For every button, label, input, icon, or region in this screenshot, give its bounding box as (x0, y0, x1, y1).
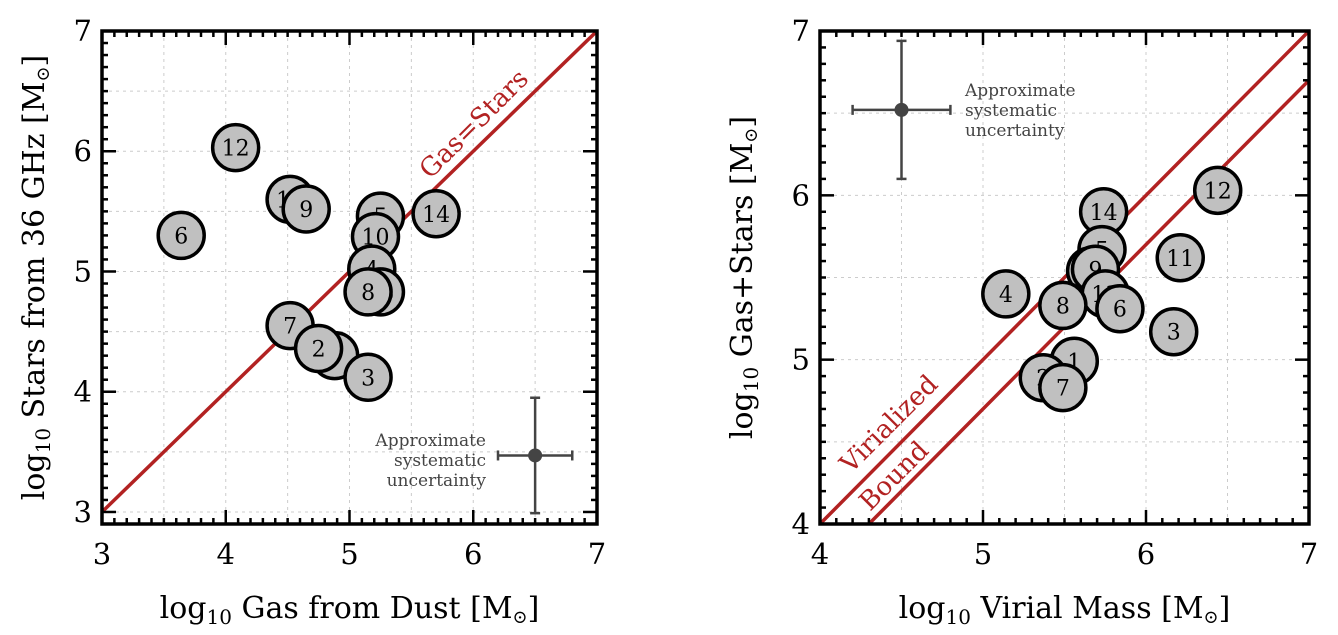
ticks (818, 29, 1311, 526)
point-label: 6 (174, 224, 188, 249)
ticks (100, 29, 599, 526)
x-tick-label: 6 (1137, 537, 1155, 571)
error-bar-caption: Approximate (374, 431, 486, 451)
error-bar-caption: Approximate (964, 81, 1076, 101)
x-tick-label: 7 (588, 537, 606, 571)
point-label: 8 (361, 281, 375, 306)
y-axis-label: log10 Stars from 36 GHz [M⊙] (17, 55, 55, 501)
y-tick-label: 6 (792, 178, 810, 212)
error-bar-caption: systematic (394, 451, 486, 471)
systematic-error-bar (496, 396, 574, 515)
point-label: 3 (361, 366, 375, 391)
data-point-12: 12 (210, 122, 261, 173)
data-point-6: 6 (1095, 283, 1145, 334)
point-label: 11 (1166, 247, 1194, 272)
data-point-4: 4 (981, 269, 1031, 319)
data-point-2: 2 (293, 323, 344, 374)
y-tick-label: 7 (792, 14, 810, 48)
point-label: 7 (1056, 377, 1070, 402)
y-axis-label: log10 Gas+Stars [M⊙] (725, 116, 763, 439)
y-tick-label: 4 (74, 375, 92, 409)
line-virialized (820, 31, 1309, 524)
line-label-gas-stars: Gas=Stars (414, 64, 535, 185)
data-point-12: 12 (1192, 165, 1243, 216)
y-tick-label: 7 (74, 14, 92, 48)
point-label: 7 (283, 315, 297, 340)
panel-1: Gas=Stars Approximatesystematicuncertaint… (17, 14, 606, 629)
point-label: 14 (422, 203, 450, 228)
x-tick-label: 6 (464, 537, 482, 571)
x-tick-label: 3 (93, 537, 111, 571)
x-axis-label: log10 Virial Mass [M⊙] (899, 591, 1231, 629)
panel-2: VirializedBoundApproximatesystematicunce… (725, 14, 1318, 629)
y-tick-label: 5 (792, 343, 810, 377)
x-tick-label: 5 (340, 537, 358, 571)
data-point-8: 8 (343, 267, 393, 317)
point-label: 14 (1090, 201, 1118, 226)
data-point-14: 14 (1078, 187, 1129, 237)
data-point-7: 7 (1038, 362, 1088, 413)
x-axis-label: log10 Gas from Dust [M⊙] (160, 591, 540, 629)
point-label: 12 (222, 137, 250, 162)
data-point-3: 3 (1148, 306, 1199, 357)
y-tick-label: 3 (74, 495, 92, 529)
data-point-8: 8 (1038, 280, 1088, 331)
point-label: 9 (299, 198, 313, 223)
systematic-error-bar (851, 39, 952, 181)
point-label: 8 (1056, 294, 1070, 319)
data-point-11: 11 (1155, 233, 1205, 283)
data-point-14: 14 (411, 189, 461, 239)
point-label: 6 (1113, 298, 1127, 323)
point-label: 2 (312, 337, 326, 362)
data-point-3: 3 (343, 352, 393, 403)
data-point-9: 9 (281, 184, 331, 234)
y-tick-label: 6 (74, 134, 92, 168)
error-bar-caption: systematic (965, 101, 1057, 121)
y-tick-label: 4 (792, 507, 810, 541)
point-label: 4 (999, 283, 1013, 308)
x-tick-label: 5 (974, 537, 992, 571)
point-label: 3 (1167, 321, 1181, 346)
point-label: 12 (1204, 179, 1232, 204)
error-bar-caption: uncertainty (965, 121, 1065, 141)
x-tick-label: 4 (811, 537, 829, 571)
error-bar-caption: uncertainty (387, 471, 487, 491)
data-point-6: 6 (156, 210, 206, 261)
x-tick-label: 7 (1300, 537, 1318, 571)
y-tick-label: 5 (74, 254, 92, 288)
x-tick-label: 4 (217, 537, 235, 571)
